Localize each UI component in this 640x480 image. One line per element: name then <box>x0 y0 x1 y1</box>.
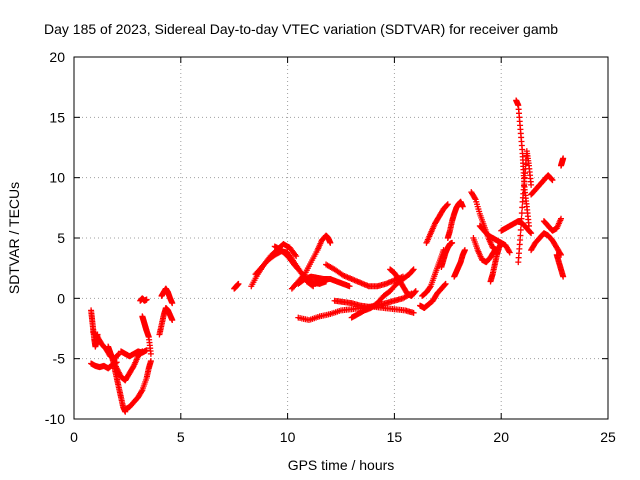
data-point <box>441 281 448 288</box>
data-point <box>412 288 419 295</box>
y-tick-label: 20 <box>49 49 65 65</box>
data-point <box>498 239 505 246</box>
data-point <box>506 249 513 256</box>
data-point <box>169 300 176 307</box>
y-tick-label: -10 <box>45 411 65 427</box>
data-point <box>461 247 468 254</box>
data-points <box>88 97 567 415</box>
data-point <box>143 347 150 354</box>
x-axis-label: GPS time / hours <box>288 457 395 473</box>
data-point <box>527 229 534 236</box>
data-point <box>528 181 535 188</box>
data-point <box>518 215 525 222</box>
x-tick-label: 15 <box>387 429 403 445</box>
data-point <box>427 284 433 291</box>
y-tick-label: -5 <box>53 351 66 367</box>
data-point <box>549 177 556 184</box>
data-point <box>442 280 449 287</box>
y-tick-label: 15 <box>49 109 65 125</box>
y-tick-label: 5 <box>57 230 65 246</box>
data-point <box>346 283 353 290</box>
data-point <box>410 309 417 316</box>
data-point <box>115 351 122 358</box>
data-point <box>528 230 535 237</box>
data-point <box>518 210 525 217</box>
data-point <box>471 195 478 202</box>
data-point <box>525 222 532 229</box>
data-point <box>409 267 416 274</box>
y-tick-label: 0 <box>57 290 65 306</box>
data-point <box>147 350 154 357</box>
data-point <box>235 280 242 287</box>
chart-title: Day 185 of 2023, Sidereal Day-to-day VTE… <box>44 21 558 37</box>
data-point <box>147 358 154 365</box>
x-tick-label: 20 <box>493 429 509 445</box>
data-point <box>410 266 417 273</box>
y-tick-label: 10 <box>49 170 65 186</box>
data-point <box>138 388 145 395</box>
x-tick-label: 5 <box>177 429 185 445</box>
data-point <box>169 317 176 324</box>
data-point <box>449 239 456 246</box>
data-point <box>412 288 419 295</box>
data-point <box>459 203 466 210</box>
axis-ticks: 0 5 10 15 20 25 -10 -5 0 5 10 15 20 <box>45 49 616 445</box>
data-point <box>518 221 525 228</box>
x-tick-label: 25 <box>600 429 616 445</box>
x-tick-label: 10 <box>280 429 296 445</box>
data-point <box>560 273 567 280</box>
data-point <box>517 226 524 233</box>
data-point <box>548 176 555 183</box>
data-point <box>558 215 565 222</box>
data-point <box>517 232 524 239</box>
y-axis-label: SDTVAR / TECUs <box>6 182 22 294</box>
data-point <box>506 248 513 255</box>
data-point <box>143 296 150 303</box>
data-point <box>557 250 564 257</box>
data-point <box>560 155 567 162</box>
grid <box>74 57 608 419</box>
x-tick-label: 0 <box>70 429 78 445</box>
data-point <box>519 204 526 211</box>
data-point <box>444 201 451 208</box>
data-point <box>327 239 334 246</box>
data-point <box>444 202 451 209</box>
data-point <box>293 253 300 260</box>
